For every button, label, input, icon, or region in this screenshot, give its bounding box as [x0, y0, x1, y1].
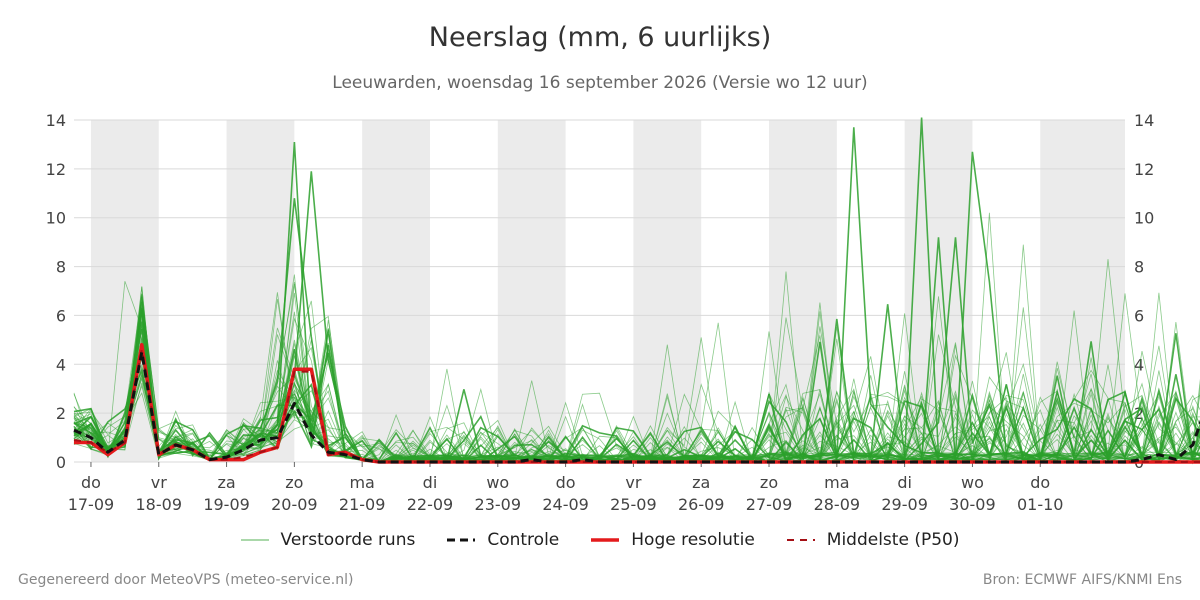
x-tick-day-0: do [81, 473, 101, 492]
x-tick-date-8: 25-09 [610, 495, 657, 514]
y-tick-left-12: 12 [46, 160, 66, 179]
x-tick-day-5: di [423, 473, 438, 492]
x-tick-date-4: 21-09 [339, 495, 386, 514]
legend-swatch-ensemble [240, 539, 269, 541]
x-tick-date-6: 23-09 [475, 495, 522, 514]
x-tick-day-13: wo [961, 473, 984, 492]
x-tick-date-7: 24-09 [542, 495, 589, 514]
x-tick-day-11: ma [824, 473, 849, 492]
y-tick-right-12: 12 [1134, 160, 1154, 179]
legend-swatch-median [786, 539, 815, 541]
y-tick-right-6: 6 [1134, 306, 1144, 325]
ensemble-run-8 [73, 212, 1200, 463]
legend-swatch-hires [591, 538, 620, 542]
y-tick-right-4: 4 [1134, 355, 1144, 374]
legend-label-median: Middelste (P50) [826, 530, 960, 550]
legend-label-hires: Hoge resolutie [631, 530, 755, 550]
x-tick-date-3: 20-09 [271, 495, 318, 514]
y-tick-left-10: 10 [46, 209, 66, 228]
ensemble-run-49 [73, 307, 1200, 463]
main-series [73, 342, 1200, 464]
weekend-band-0 [90, 120, 159, 462]
y-tick-right-8: 8 [1134, 258, 1144, 277]
x-tick-date-9: 26-09 [678, 495, 725, 514]
x-tick-day-12: di [897, 473, 912, 492]
footer-generator: Gegenereerd door MeteoVPS (meteo-service… [18, 572, 354, 588]
weekend-band-4 [633, 120, 702, 462]
y-tick-left-0: 0 [56, 453, 66, 472]
weekend-band-3 [497, 120, 566, 462]
ensemble-run-30 [73, 292, 1200, 463]
x-tick-date-5: 22-09 [407, 495, 454, 514]
x-tick-day-8: vr [625, 473, 641, 492]
y-tick-right-2: 2 [1134, 404, 1144, 423]
series-line-control [73, 350, 1200, 464]
ensemble-run-13 [73, 281, 1200, 463]
y-tick-left-2: 2 [56, 404, 66, 423]
x-tick-day-7: do [556, 473, 576, 492]
x-tick-day-2: za [217, 473, 235, 492]
x-tick-date-14: 01-10 [1017, 495, 1064, 514]
x-tick-day-6: wo [486, 473, 509, 492]
x-tick-day-10: zo [760, 473, 778, 492]
y-axis-left: 0 2 4 6 8 10 12 14 [46, 111, 66, 472]
y-tick-left-8: 8 [56, 258, 66, 277]
x-axis: do 17-09 vr 18-09 za 19-09 zo 20-09 ma 21-09 di 22-… [68, 462, 1064, 514]
weekend-bands [90, 120, 1125, 462]
y-tick-right-14: 14 [1134, 111, 1154, 130]
x-tick-day-14: do [1030, 473, 1050, 492]
y-tick-left-6: 6 [56, 306, 66, 325]
x-tick-date-2: 19-09 [203, 495, 250, 514]
chart-subtitle: Leeuwarden, woensdag 16 september 2026 (… [332, 73, 868, 93]
y-tick-left-14: 14 [46, 111, 66, 130]
x-tick-day-9: za [692, 473, 710, 492]
legend-label-control: Controle [487, 530, 560, 550]
y-tick-left-4: 4 [56, 355, 66, 374]
legend: Verstoorde runs Controle Hoge resolutie … [0, 530, 1200, 550]
x-tick-date-13: 30-09 [949, 495, 996, 514]
legend-item-median[interactable]: Middelste (P50) [786, 530, 960, 550]
legend-label-ensemble: Verstoorde runs [280, 530, 416, 550]
x-tick-date-12: 29-09 [881, 495, 928, 514]
x-tick-day-1: vr [151, 473, 167, 492]
ensemble-run-38 [73, 296, 1200, 463]
legend-swatch-control [447, 538, 476, 542]
x-tick-date-11: 28-09 [814, 495, 861, 514]
legend-item-ensemble[interactable]: Verstoorde runs [240, 530, 416, 550]
legend-item-control[interactable]: Controle [447, 530, 559, 550]
chart-title: Neerslag (mm, 6 uurlijks) [428, 22, 772, 53]
x-tick-date-10: 27-09 [746, 495, 793, 514]
x-tick-day-4: ma [349, 473, 374, 492]
weekend-band-2 [362, 120, 430, 462]
x-tick-day-3: zo [285, 473, 303, 492]
x-tick-date-0: 17-09 [68, 495, 115, 514]
y-tick-right-10: 10 [1134, 209, 1154, 228]
ensemble-run-47 [73, 326, 1200, 463]
footer-source: Bron: ECMWF AIFS/KNMI Ens [982, 572, 1182, 588]
ensemble-run-31 [73, 344, 1200, 463]
x-tick-date-1: 18-09 [136, 495, 183, 514]
legend-item-hires[interactable]: Hoge resolutie [591, 530, 755, 550]
